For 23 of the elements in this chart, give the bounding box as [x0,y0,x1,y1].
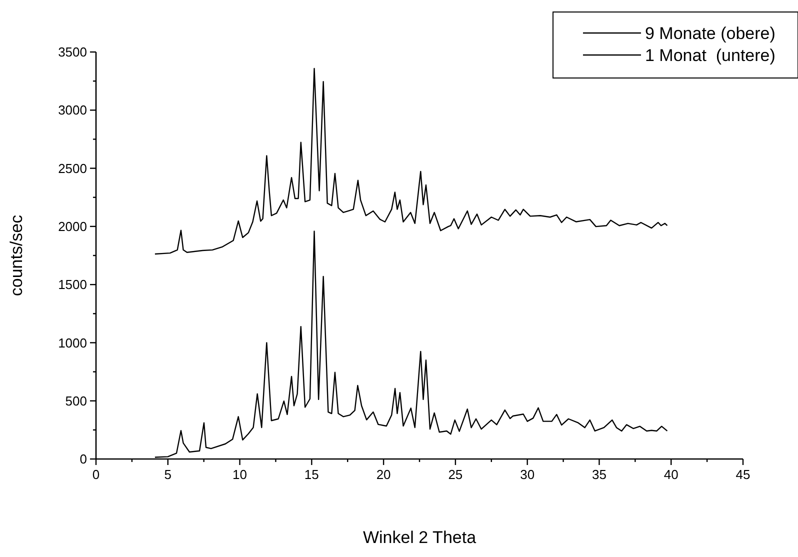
y-tick-label: 500 [65,393,87,408]
x-tick-label: 30 [520,467,535,482]
y-tick-label: 1000 [58,335,87,350]
x-tick-label: 0 [92,467,100,482]
y-tick-label: 2000 [58,218,87,234]
x-tick-label: 5 [164,467,172,482]
y-tick-label: 3500 [58,44,87,60]
x-tick-label: 45 [736,467,750,482]
y-tick-label: 0 [80,452,87,467]
y-tick-label: 3000 [58,102,87,118]
legend-label: 1 Monat (untere) [645,46,776,65]
x-tick-label: 15 [304,467,319,482]
legend-label: 9 Monate (obere) [645,24,776,43]
y-tick-label: 2500 [58,160,87,176]
x-tick-label: 25 [448,467,463,482]
y-axis-title: counts/sec [7,214,26,296]
x-tick-label: 10 [232,467,248,482]
x-tick-label: 20 [376,467,391,482]
y-tick-label: 1500 [58,277,87,292]
x-axis-title: Winkel 2 Theta [362,528,477,547]
line-series [154,68,668,255]
x-tick-label: 35 [592,467,606,482]
x-tick-label: 40 [664,467,678,482]
